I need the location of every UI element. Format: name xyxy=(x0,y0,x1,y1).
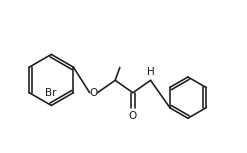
Text: H: H xyxy=(147,67,154,77)
Text: Br: Br xyxy=(45,88,56,98)
Text: O: O xyxy=(89,88,98,98)
Text: O: O xyxy=(129,111,137,121)
